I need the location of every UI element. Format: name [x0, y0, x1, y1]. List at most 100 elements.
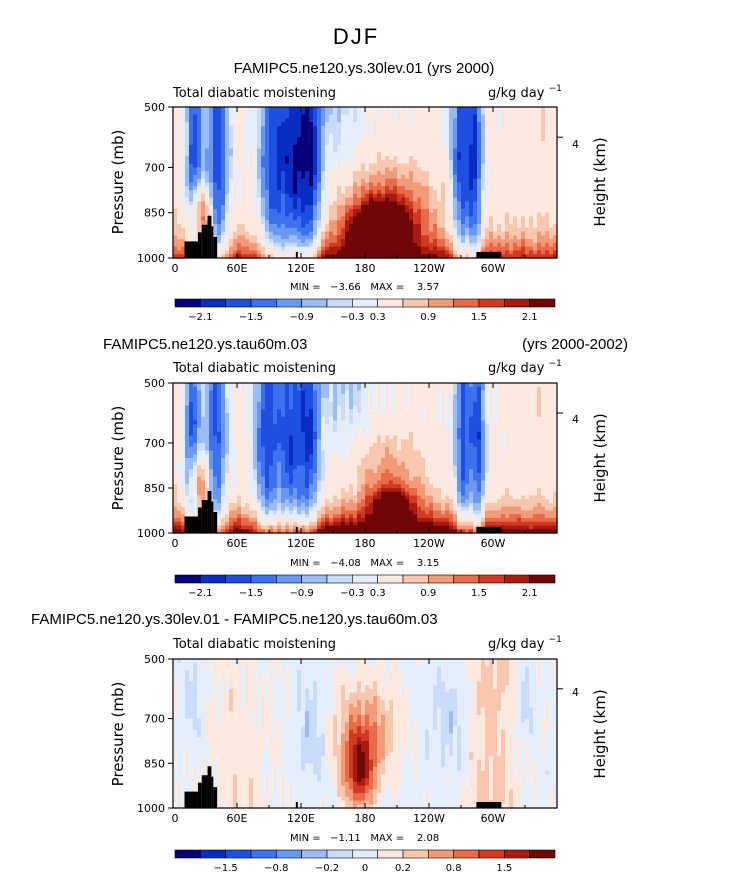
field-cell	[285, 193, 290, 199]
field-cell	[277, 163, 282, 169]
field-cell	[385, 224, 390, 229]
field-cell	[241, 193, 246, 199]
field-cell	[529, 383, 534, 388]
field-cell	[349, 133, 354, 138]
field-cell	[201, 125, 206, 131]
field-cell	[537, 167, 542, 172]
field-cell	[437, 416, 442, 422]
field-cell	[377, 208, 382, 214]
field-cell	[465, 137, 470, 142]
field-cell	[181, 171, 186, 176]
field-cell	[185, 394, 190, 399]
field-cell	[265, 118, 270, 123]
field-cell	[217, 220, 222, 225]
field-cell	[221, 409, 226, 414]
field-cell	[481, 171, 486, 176]
field-cell	[197, 398, 202, 403]
field-cell	[281, 178, 286, 184]
field-cell	[257, 156, 262, 161]
field-cell	[181, 416, 186, 422]
field-cell	[289, 205, 294, 210]
field-cell	[369, 114, 374, 119]
field-cell	[409, 383, 414, 388]
field-cell	[381, 107, 386, 112]
field-cell	[337, 122, 342, 127]
field-cell	[353, 156, 358, 161]
field-cell	[333, 386, 338, 392]
field-cell	[461, 159, 466, 165]
field-cell	[233, 208, 238, 214]
field-cell	[517, 227, 522, 233]
field-cell	[481, 216, 486, 221]
field-cell	[273, 246, 278, 252]
field-cell	[189, 420, 194, 425]
field-cell	[177, 246, 182, 252]
field-cell	[209, 133, 214, 138]
field-cell	[485, 133, 490, 138]
field-cell	[429, 405, 434, 410]
field-cell	[529, 416, 534, 422]
field-cell	[265, 220, 270, 225]
field-cell	[541, 212, 546, 218]
field-cell	[305, 118, 310, 123]
field-cell	[481, 137, 486, 142]
field-cell	[261, 152, 266, 157]
field-cell	[389, 227, 394, 233]
field-cell	[281, 212, 286, 218]
field-cell	[533, 394, 538, 399]
field-cell	[377, 190, 382, 195]
field-cell	[525, 125, 530, 131]
field-cell	[489, 235, 494, 240]
field-cell	[461, 220, 466, 225]
field-cell	[505, 394, 510, 399]
field-cell	[285, 216, 290, 221]
field-cell	[517, 152, 522, 157]
field-cell	[253, 167, 258, 172]
field-cell	[441, 114, 446, 119]
field-cell	[185, 235, 190, 240]
field-cell	[349, 205, 354, 210]
field-cell	[177, 110, 182, 116]
field-cell	[313, 386, 318, 392]
field-cell	[341, 231, 346, 236]
field-cell	[201, 190, 206, 195]
field-cell	[521, 390, 526, 395]
field-cell	[425, 163, 430, 169]
field-cell	[537, 242, 542, 248]
field-cell	[545, 220, 550, 225]
field-cell	[521, 205, 526, 210]
field-cell	[457, 140, 462, 146]
field-cell	[177, 424, 182, 429]
field-cell	[277, 205, 282, 210]
field-cell	[265, 107, 270, 112]
field-cell	[261, 140, 266, 146]
field-cell	[325, 250, 330, 255]
field-cell	[257, 178, 262, 184]
field-cell	[361, 231, 366, 236]
field-cell	[261, 212, 266, 218]
field-cell	[249, 144, 254, 150]
field-cell	[417, 144, 422, 150]
field-cell	[245, 190, 250, 195]
field-cell	[389, 182, 394, 187]
field-cell	[325, 110, 330, 116]
field-cell	[393, 137, 398, 142]
field-cell	[237, 386, 242, 392]
field-cell	[501, 246, 506, 252]
field-cell	[205, 416, 210, 422]
field-cell	[425, 235, 430, 240]
field-cell	[269, 205, 274, 210]
field-cell	[297, 174, 302, 180]
field-cell	[213, 401, 218, 407]
field-cell	[529, 390, 534, 395]
field-cell	[233, 227, 238, 233]
field-cell	[305, 125, 310, 131]
field-cell	[469, 242, 474, 248]
field-cell	[525, 122, 530, 127]
field-cell	[413, 216, 418, 221]
field-cell	[481, 239, 486, 244]
field-cell	[333, 401, 338, 407]
field-cell	[253, 227, 258, 233]
field-cell	[493, 246, 498, 252]
field-cell	[245, 107, 250, 112]
